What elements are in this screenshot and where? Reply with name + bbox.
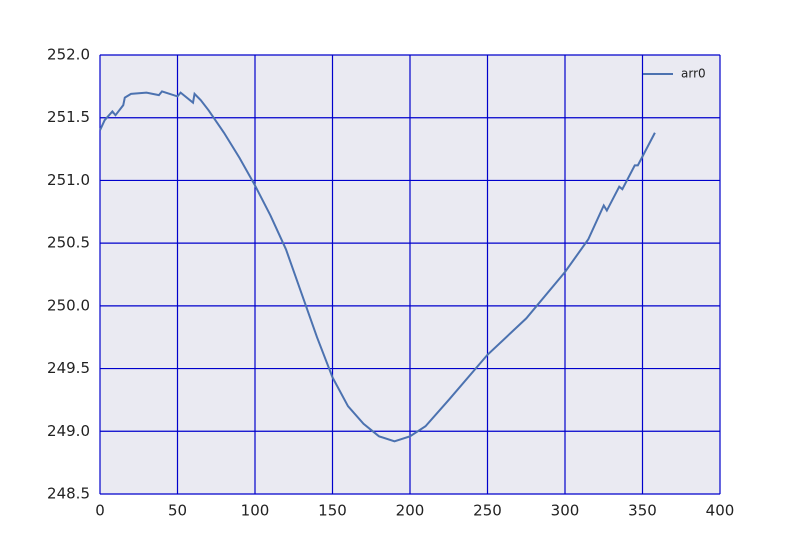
x-tick-label: 250 [473, 502, 502, 520]
y-tick-label: 250.0 [47, 296, 90, 314]
x-tick-label: 100 [241, 502, 270, 520]
x-tick-label: 150 [318, 502, 347, 520]
x-tick-label: 350 [628, 502, 657, 520]
y-tick-label: 251.0 [47, 171, 90, 189]
y-tick-label: 251.5 [47, 108, 90, 126]
x-tick-label: 0 [95, 502, 105, 520]
x-tick-label: 200 [396, 502, 425, 520]
y-tick-label: 249.0 [47, 422, 90, 440]
y-tick-label: 248.5 [47, 485, 90, 503]
y-tick-label: 249.5 [47, 359, 90, 377]
x-tick-label: 400 [706, 502, 735, 520]
x-tick-label: 50 [168, 502, 187, 520]
x-tick-label: 300 [551, 502, 580, 520]
legend-label: arr0 [681, 67, 706, 81]
data-line [99, 90, 656, 443]
y-tick-label: 250.5 [47, 234, 90, 252]
y-tick-label: 252.0 [47, 46, 90, 64]
